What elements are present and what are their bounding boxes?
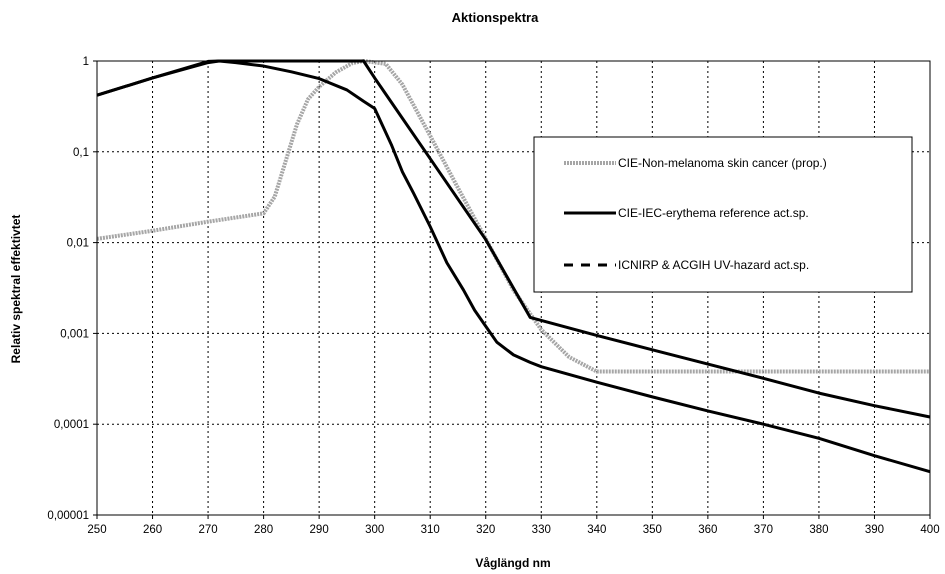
x-tick-label: 390	[865, 524, 884, 536]
legend: CIE-Non-melanoma skin cancer (prop.) CIE-…	[533, 136, 913, 293]
x-tick-label: 350	[643, 524, 662, 536]
legend-label-2: CIE-IEC-erythema reference act.sp.	[618, 206, 809, 220]
x-tick-label: 320	[476, 524, 495, 536]
y-tick-label: 0,001	[60, 328, 89, 340]
y-tick-label: 1	[83, 56, 89, 68]
x-tick-label: 400	[920, 524, 939, 536]
x-tick-label: 290	[310, 524, 329, 536]
x-axis-label: Våglängd nm	[475, 556, 550, 570]
tick-labels: 250 260 270 280 290 300 310 320 330 340 350 360 370 3…	[47, 56, 939, 536]
x-tick-label: 370	[754, 524, 773, 536]
x-tick-label: 380	[809, 524, 828, 536]
x-tick-label: 260	[143, 524, 162, 536]
series-line-3	[96, 59, 931, 474]
x-tick-label: 310	[421, 524, 440, 536]
x-tick-label: 270	[198, 524, 217, 536]
chart-title: Aktionspektra	[452, 10, 539, 25]
plot-area	[96, 60, 931, 516]
series-line-1	[96, 59, 930, 374]
legend-label-3: ICNIRP & ACGIH UV-hazard act.sp.	[618, 258, 809, 272]
y-tick-label: 0,1	[73, 147, 89, 159]
x-tick-label: 340	[587, 524, 606, 536]
legend-label-1: CIE-Non-melanoma skin cancer (prop.)	[618, 156, 827, 170]
y-axis-label: Relativ spektral effektivtet	[9, 215, 23, 364]
x-tick-label: 250	[87, 524, 106, 536]
y-tick-label: 0,01	[67, 238, 89, 250]
x-tick-label: 280	[254, 524, 273, 536]
x-tick-label: 330	[532, 524, 551, 536]
y-tick-label: 0,0001	[54, 419, 89, 431]
x-tick-label: 360	[698, 524, 717, 536]
y-tick-label: 0,00001	[47, 510, 89, 522]
x-tick-label: 300	[365, 524, 384, 536]
